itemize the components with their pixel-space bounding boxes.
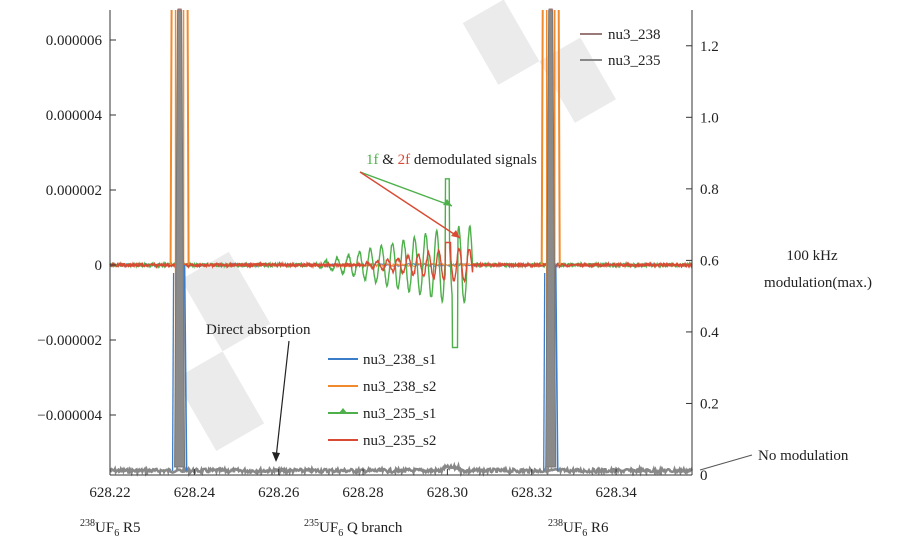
y-right-tick-label: 0 xyxy=(700,468,708,484)
series-nu3-235 xyxy=(109,461,694,478)
annotation-demod: 1f & 2f demodulated signals xyxy=(359,152,537,239)
x-tick-label: 628.28 xyxy=(342,485,383,501)
annotation-direct: Direct absorption xyxy=(206,322,311,462)
bottom-label-q: 235UF6 Q branch xyxy=(304,518,403,539)
x-tick-label: 628.32 xyxy=(511,485,552,501)
svg-text:modulation(max.): modulation(max.) xyxy=(764,275,872,291)
legend-nu3-238-s2: nu3_238_s2 xyxy=(363,379,436,395)
y-left-tick-label: 0.000006 xyxy=(46,33,103,49)
legend-nu3-235: nu3_235 xyxy=(608,53,661,69)
legend-nu3-235-s2: nu3_235_s2 xyxy=(363,433,436,449)
y-right-tick-label: 0.6 xyxy=(700,253,719,269)
svg-text:Direct absorption: Direct absorption xyxy=(206,322,311,338)
legend-mid: nu3_238_s1 nu3_238_s2 nu3_235_s1 nu3_235… xyxy=(328,352,436,449)
y-right-tick-label: 1.0 xyxy=(700,110,719,126)
y-left-tick-label: 0 xyxy=(95,258,103,274)
svg-text:1f & 2f demodulated signals: 1f & 2f demodulated signals xyxy=(366,152,537,168)
y-left-tick-label: 0.000004 xyxy=(46,108,103,124)
peak-blue-1 xyxy=(554,264,559,472)
svg-text:235UF6 Q branch: 235UF6 Q branch xyxy=(304,518,403,539)
y-left-ticks: 0.000006 0.000004 0.000002 0 −0.000002 −0.000… xyxy=(37,33,116,424)
y-right-tick-label: 1.2 xyxy=(700,39,719,55)
series-nu3-235-s2 xyxy=(109,241,693,284)
svg-text:100 kHz: 100 kHz xyxy=(786,248,838,264)
y-left-tick-label: 0.000002 xyxy=(46,183,102,199)
y-right-ticks: 1.2 1.0 0.8 0.6 0.4 0.2 0 xyxy=(686,39,719,484)
x-tick-label: 628.26 xyxy=(258,485,300,501)
peak-blue-b-1 xyxy=(543,272,546,472)
svg-text:▚: ▚ xyxy=(462,0,617,147)
peak-orange-0 xyxy=(169,9,190,266)
annotation-modulation: 100 kHz modulation(max.) xyxy=(764,248,872,291)
x-tick-label: 628.24 xyxy=(174,485,216,501)
y-right-tick-label: 0.4 xyxy=(700,325,719,341)
legend-top: nu3_238 nu3_235 xyxy=(580,27,661,69)
legend-nu3-238: nu3_238 xyxy=(608,27,661,43)
x-tick-label: 628.22 xyxy=(89,485,130,501)
bottom-label-r6: 238UF6 R6 xyxy=(548,518,609,539)
plot-area xyxy=(109,8,694,478)
svg-text:238UF6 R6: 238UF6 R6 xyxy=(548,518,609,539)
svg-text:No modulation: No modulation xyxy=(758,448,849,464)
peak-gray-0 xyxy=(174,9,186,468)
y-right-tick-label: 0.8 xyxy=(700,182,719,198)
x-tick-label: 628.34 xyxy=(595,485,637,501)
bottom-label-r5: 238UF6 R5 xyxy=(80,518,140,539)
peak-blue-b-0 xyxy=(171,272,175,472)
svg-text:238UF6 R5: 238UF6 R5 xyxy=(80,518,140,539)
legend-nu3-238-s1: nu3_238_s1 xyxy=(363,352,436,368)
peak-blue-0 xyxy=(183,264,188,472)
peak-orange-1 xyxy=(540,9,561,266)
x-tick-label: 628.30 xyxy=(427,485,468,501)
y-left-tick-label: −0.000004 xyxy=(37,408,102,424)
y-right-tick-label: 0.2 xyxy=(700,396,719,412)
svg-text:▞: ▞ xyxy=(132,251,312,452)
y-left-tick-label: −0.000002 xyxy=(37,333,102,349)
x-ticks: 628.22 628.24 628.26 628.28 628.30 628.32 628.… xyxy=(89,469,637,501)
legend-nu3-235-s1: nu3_235_s1 xyxy=(363,406,436,422)
annotation-nomod: No modulation xyxy=(699,448,849,471)
